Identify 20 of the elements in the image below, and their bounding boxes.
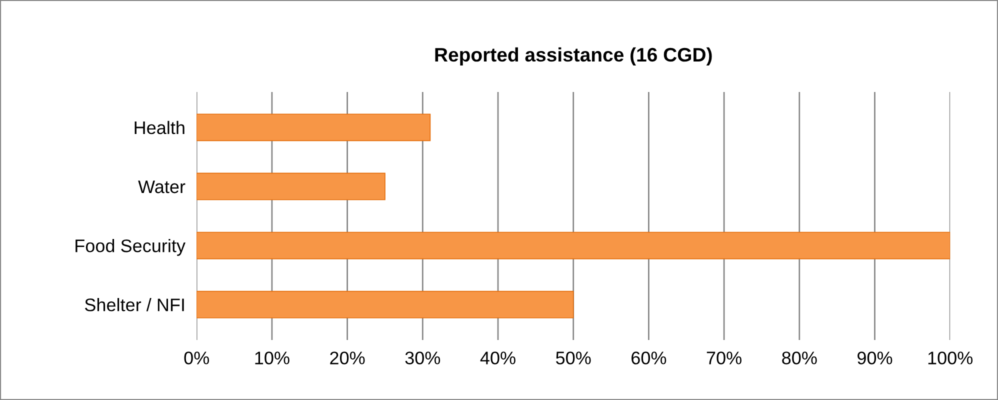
x-tick-label: 30% [405,352,440,364]
x-tick-label: 0% [184,352,210,364]
x-tick-label: 100% [928,352,973,364]
x-tick-label: 20% [330,352,365,364]
x-tick-label: 10% [255,352,290,364]
x-tick-label: 50% [556,352,591,364]
x-tick-label: 60% [632,352,666,364]
x-tick-label: 40% [480,352,516,364]
chart-title: Reported assistance (16 CGD) [435,47,712,66]
x-tick-label: 90% [858,352,892,364]
y-tick-label: Health [134,120,184,134]
x-tick-label: 80% [782,352,817,364]
y-tick-label: Food Security [76,238,186,256]
y-tick-label: Shelter / NFI [84,298,184,312]
bar [196,114,431,142]
bar [196,290,574,318]
bar [196,232,950,260]
bar [196,172,386,200]
y-tick-label: Water [138,180,186,194]
x-tick-label: 70% [706,352,742,364]
